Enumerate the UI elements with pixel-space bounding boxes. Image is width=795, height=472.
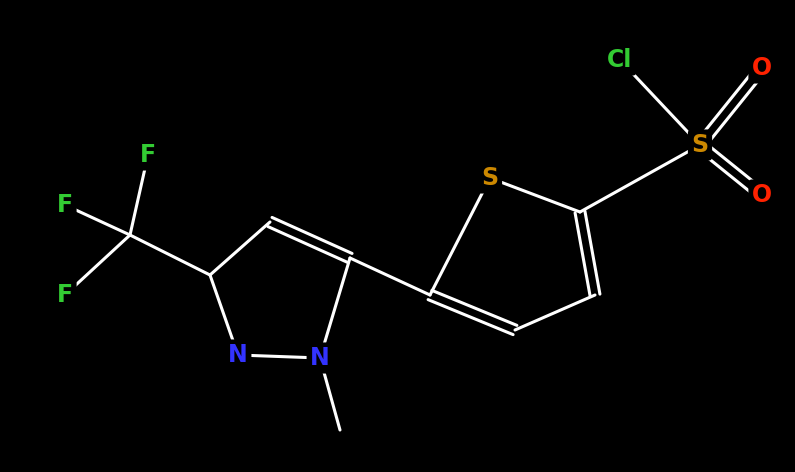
Text: Cl: Cl — [607, 48, 633, 72]
Text: F: F — [57, 193, 73, 217]
Text: S: S — [482, 166, 498, 190]
Text: F: F — [140, 143, 156, 167]
Text: F: F — [57, 283, 73, 307]
Text: O: O — [752, 183, 772, 207]
Text: S: S — [692, 133, 708, 157]
Text: O: O — [752, 56, 772, 80]
Text: N: N — [228, 343, 248, 367]
Text: N: N — [310, 346, 330, 370]
